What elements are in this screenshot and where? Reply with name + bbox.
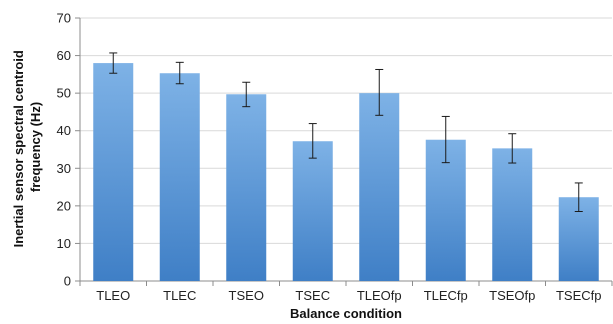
x-tick-label: TLEOfp [357,288,402,303]
y-tick-label: 10 [57,236,71,251]
x-axis-title: Balance condition [290,306,402,321]
bar-tleo [93,63,134,282]
x-tick-label: TLEC [163,288,196,303]
x-tick-label: TLEO [96,288,130,303]
y-tick-label: 60 [57,48,71,63]
y-axis-title-line-1: Inertial sensor spectral centroid [11,50,26,247]
bars [93,63,599,282]
x-tick-label: TLECfp [424,288,468,303]
error-bars [109,52,583,212]
bar-tlec [159,73,200,281]
y-tick-label: 40 [57,123,71,138]
bar-tleofp [359,93,400,282]
x-tick-label: TSEC [295,288,330,303]
x-tick-label: TSECfp [556,288,602,303]
bar-tsec [292,141,333,281]
y-axis-title-line-2: frequency (Hz) [28,102,43,192]
y-tick-labels: 0 10 20 30 40 50 60 70 [57,11,71,289]
bar-tseofp [492,148,533,281]
bar-tseo [226,94,267,282]
y-tick-label: 20 [57,198,71,213]
y-tick-label: 70 [57,11,71,26]
y-tick-label: 50 [57,86,71,101]
y-tick-label: 0 [64,274,71,289]
x-tick-labels: TLEO TLEC TSEO TSEC TLEOfp TLECfp TSEOfp TSECfp [96,288,601,303]
y-axis-title: Inertial sensor spectral centroid freque… [11,47,43,248]
y-tick-label: 30 [57,161,71,176]
x-tick-label: TSEO [229,288,264,303]
x-tick-label: TSEOfp [489,288,535,303]
bar-tlecfp [425,139,466,281]
